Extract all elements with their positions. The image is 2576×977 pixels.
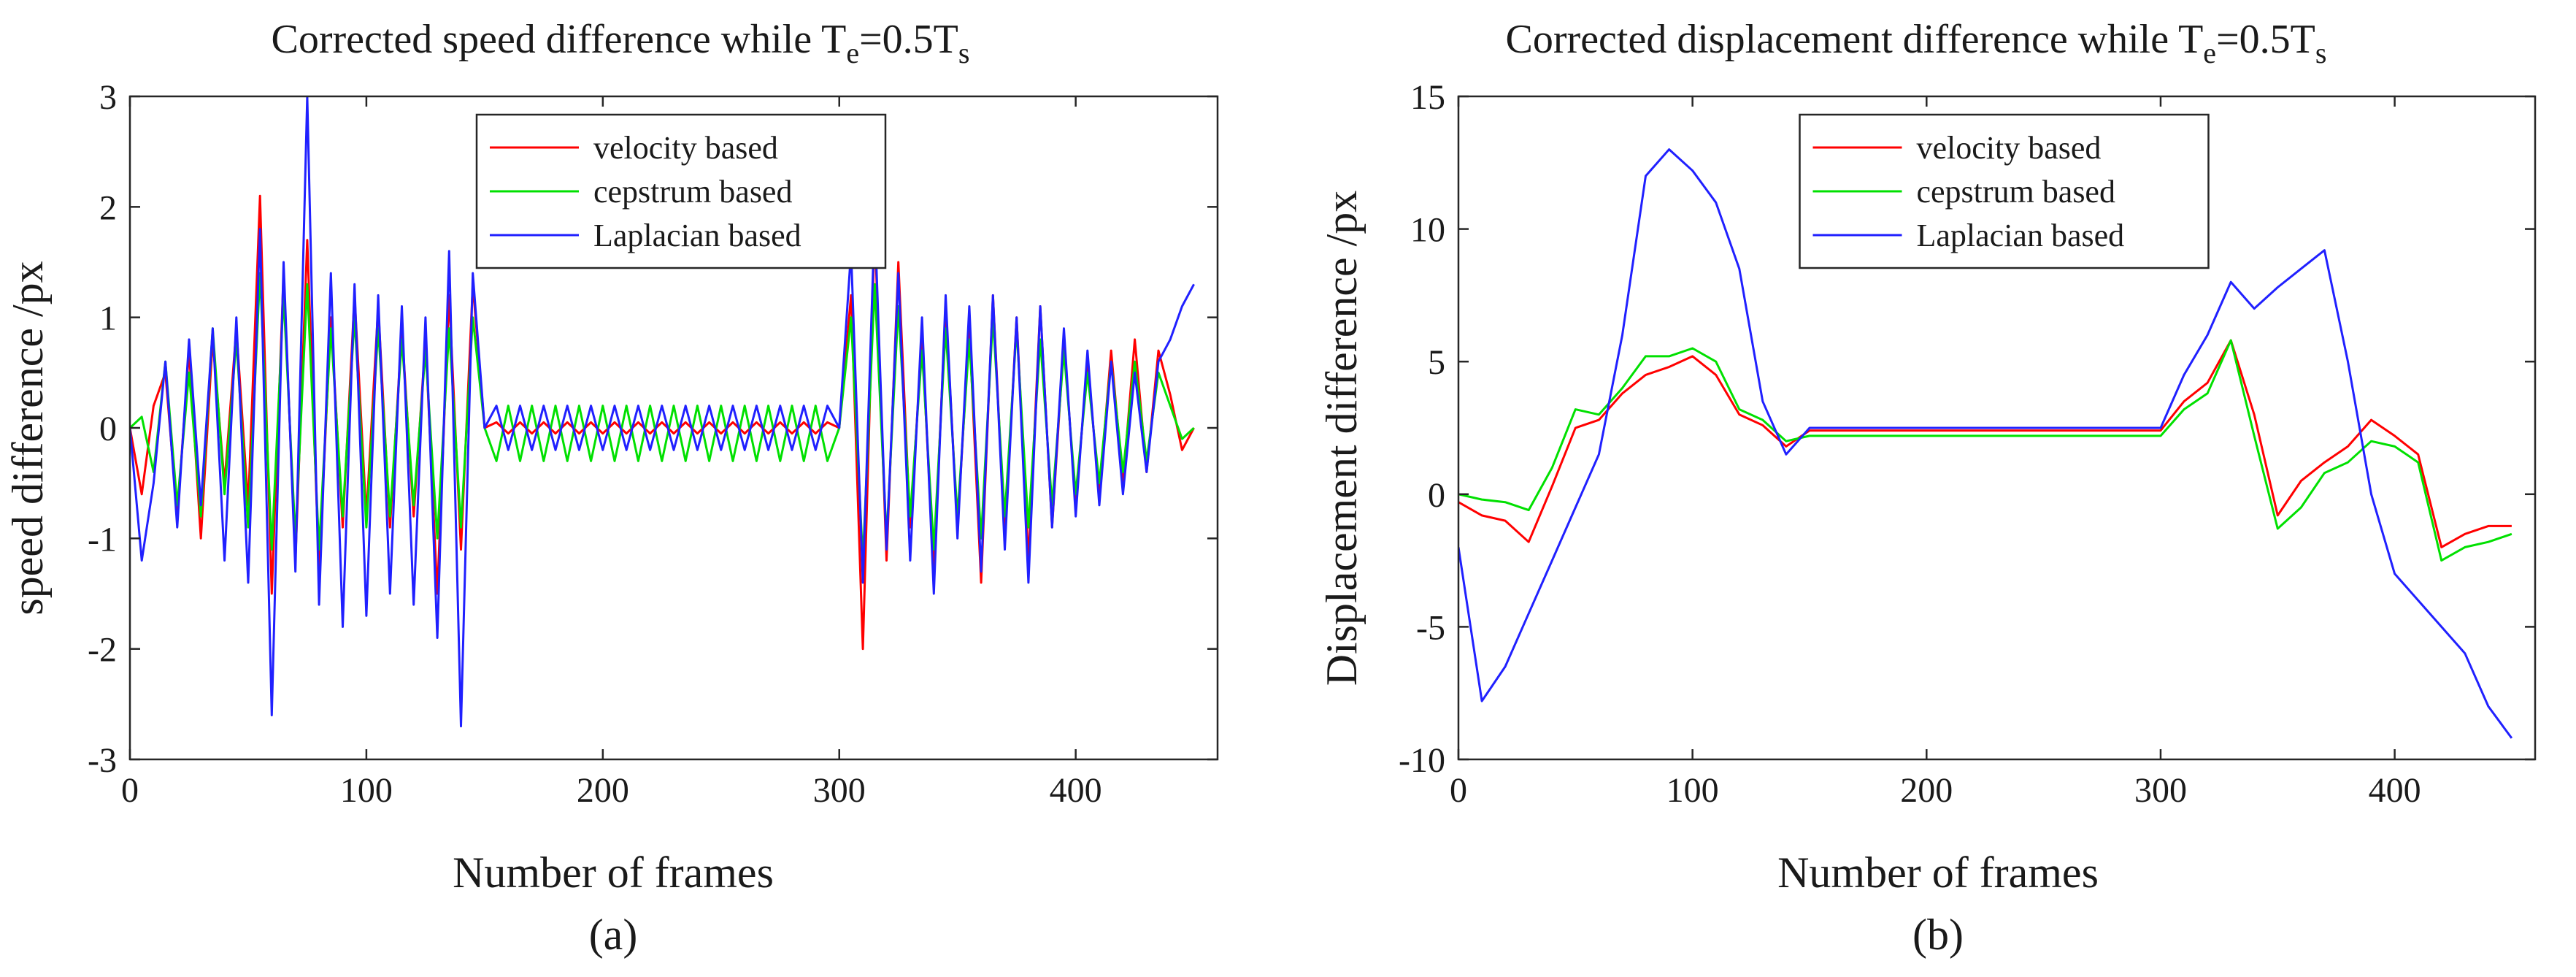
chart-b-series-laplacian-based-line bbox=[1458, 148, 2513, 739]
chart-b-xlabel: Number of frames bbox=[1777, 848, 2099, 897]
chart-b-series-velocity-based-line bbox=[1458, 339, 2512, 548]
chart-a-caption: (a) bbox=[589, 911, 638, 959]
chart-b-ytick-label: 10 bbox=[1410, 211, 1445, 250]
chart-a-xlabel: Number of frames bbox=[453, 848, 774, 897]
panel-a: Corrected speed difference while Te=0.5T… bbox=[4, 17, 1219, 959]
chart-a-title: Corrected speed difference while Te=0.5T… bbox=[272, 17, 970, 69]
chart-a-ytick-label: 0 bbox=[99, 410, 117, 448]
chart-a-xtick-label: 0 bbox=[121, 771, 139, 810]
chart-b-ytick-label: 5 bbox=[1428, 343, 1445, 382]
chart-b-legend-label: Laplacian based bbox=[1917, 218, 2125, 253]
chart-b-ytick-label: -10 bbox=[1399, 741, 1445, 780]
chart-a-ytick-label: -2 bbox=[88, 631, 117, 670]
chart-a-xtick-label: 200 bbox=[577, 771, 629, 810]
chart-b-xtick-label: 100 bbox=[1666, 771, 1719, 810]
chart-b-series-cepstrum-based-line bbox=[1458, 339, 2512, 562]
chart-b-caption: (b) bbox=[1912, 911, 1964, 959]
chart-a-xtick-label: 100 bbox=[340, 771, 393, 810]
chart-b-xtick-label: 200 bbox=[1900, 771, 1953, 810]
chart-a-ytick-label: 2 bbox=[99, 188, 117, 227]
chart-b-xtick-label: 0 bbox=[1450, 771, 1467, 810]
chart-a-legend: velocity based cepstrum based Laplacian ba… bbox=[475, 113, 887, 269]
chart-b-title: Corrected displacement difference while … bbox=[1506, 17, 2327, 69]
chart-a-xtick-label: 300 bbox=[813, 771, 866, 810]
panel-b: Corrected displacement difference while … bbox=[1318, 17, 2537, 959]
chart-a-legend-label: cepstrum based bbox=[593, 174, 792, 210]
chart-b-xtick-label: 400 bbox=[2369, 771, 2421, 810]
chart-b-ytick-label: 15 bbox=[1410, 78, 1445, 117]
chart-a-ytick-label: 1 bbox=[99, 299, 117, 338]
chart-b-legend-label: velocity based bbox=[1917, 130, 2102, 166]
chart-b-ylabel: Displacement difference /px bbox=[1318, 191, 1366, 686]
chart-a-ytick-label: 3 bbox=[99, 78, 117, 117]
chart-b-ytick-label: 0 bbox=[1428, 476, 1445, 515]
chart-a-xtick-label: 400 bbox=[1050, 771, 1102, 810]
chart-a-ytick-label: -1 bbox=[88, 520, 117, 559]
chart-a-legend-label: Laplacian based bbox=[593, 218, 801, 253]
chart-b-xtick-label: 300 bbox=[2134, 771, 2187, 810]
chart-a-series-laplacian-based-line bbox=[130, 96, 1195, 728]
chart-a-legend-label: velocity based bbox=[593, 130, 778, 166]
chart-b-legend-label: cepstrum based bbox=[1917, 174, 2115, 210]
chart-b-legend: velocity based cepstrum based Laplacian ba… bbox=[1799, 113, 2210, 269]
chart-b-ytick-label: -5 bbox=[1416, 608, 1445, 647]
chart-a-ylabel: speed difference /px bbox=[4, 261, 52, 615]
chart-a-ytick-label: -3 bbox=[88, 741, 117, 780]
chart-b-axes-box bbox=[1457, 95, 2537, 761]
